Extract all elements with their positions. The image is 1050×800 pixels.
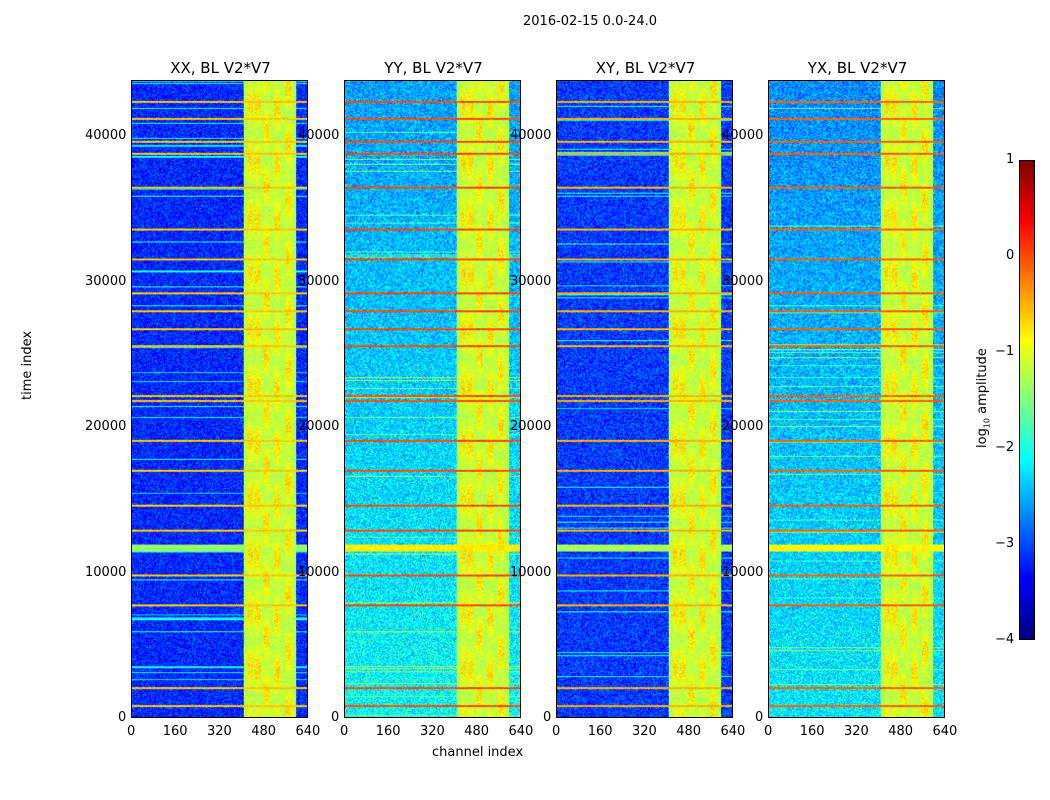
heatmap-image [557, 81, 732, 717]
y-tick-label: 20000 [298, 419, 340, 434]
x-tick-label: 480 [888, 724, 914, 739]
x-tick-label: 640 [508, 724, 534, 739]
colorbar-tick-label: −2 [995, 440, 1015, 455]
y-tick-label: 20000 [85, 419, 127, 434]
x-tick-label: 320 [632, 724, 657, 739]
heatmap-image [345, 81, 520, 717]
colorbar-tick-label: 0 [1006, 248, 1015, 263]
y-axis-label: time index [20, 330, 35, 400]
heatmap-panel-yy: YY, BL V2*V7 [344, 59, 521, 718]
x-tick-label: 480 [676, 724, 702, 739]
y-tick-label: 40000 [722, 128, 764, 144]
colorbar [1019, 160, 1035, 640]
x-axis-label: channel index [432, 745, 524, 760]
heatmap-panel-xy: XY, BL V2*V7 [556, 59, 733, 718]
panel-title: XY, BL V2*V7 [595, 59, 696, 77]
heatmap-panel-yx: YX, BL V2*V7 [768, 59, 945, 718]
heatmap-image [769, 81, 944, 717]
y-tick-label: 30000 [298, 273, 340, 289]
y-tick-label: 30000 [510, 273, 552, 289]
x-tick-label: 320 [207, 724, 232, 739]
colorbar-tick-label: −3 [995, 536, 1015, 551]
y-tick-label: 0 [331, 710, 340, 725]
y-tick-label: 10000 [85, 564, 127, 580]
x-tick-label: 160 [799, 724, 825, 739]
x-tick-label: 480 [251, 724, 277, 739]
y-tick-label: 20000 [722, 419, 764, 434]
x-tick-label: 0 [340, 724, 349, 739]
x-tick-label: 640 [932, 724, 958, 739]
x-tick-label: 160 [587, 724, 613, 739]
x-tick-label: 320 [420, 724, 445, 739]
figure-title: 2016-02-15 0.0-24.0 [523, 14, 657, 29]
x-tick-label: 160 [375, 724, 401, 739]
x-tick-label: 0 [552, 724, 561, 739]
y-tick-label: 40000 [298, 128, 340, 144]
y-tick-label: 0 [118, 710, 127, 725]
x-tick-label: 320 [844, 724, 869, 739]
colorbar-tick-label: 1 [1006, 152, 1015, 167]
y-tick-label: 30000 [85, 273, 127, 289]
y-tick-label: 20000 [510, 419, 552, 434]
colorbar-tick-label: −1 [995, 344, 1015, 359]
y-tick-label: 40000 [510, 128, 552, 144]
heatmap-panel-xx: XX, BL V2*V7 [131, 59, 308, 718]
panel-title: YX, BL V2*V7 [807, 59, 908, 77]
colorbar-label: log10 amplitude [975, 348, 992, 448]
y-tick-label: 10000 [298, 564, 340, 580]
y-tick-label: 0 [755, 710, 764, 725]
y-tick-label: 40000 [85, 128, 127, 144]
heatmap-image [132, 81, 307, 717]
x-tick-label: 0 [764, 724, 773, 739]
y-tick-label: 10000 [510, 564, 552, 580]
x-tick-label: 480 [464, 724, 490, 739]
y-tick-label: 0 [543, 710, 552, 725]
x-tick-label: 640 [720, 724, 746, 739]
x-tick-label: 160 [162, 724, 188, 739]
x-tick-label: 640 [295, 724, 321, 739]
x-tick-label: 0 [127, 724, 136, 739]
panel-title: XX, BL V2*V7 [170, 59, 271, 77]
panel-title: YY, BL V2*V7 [384, 59, 483, 77]
y-tick-label: 10000 [722, 564, 764, 580]
y-tick-label: 30000 [722, 273, 764, 289]
colorbar-tick-label: −4 [995, 632, 1015, 647]
